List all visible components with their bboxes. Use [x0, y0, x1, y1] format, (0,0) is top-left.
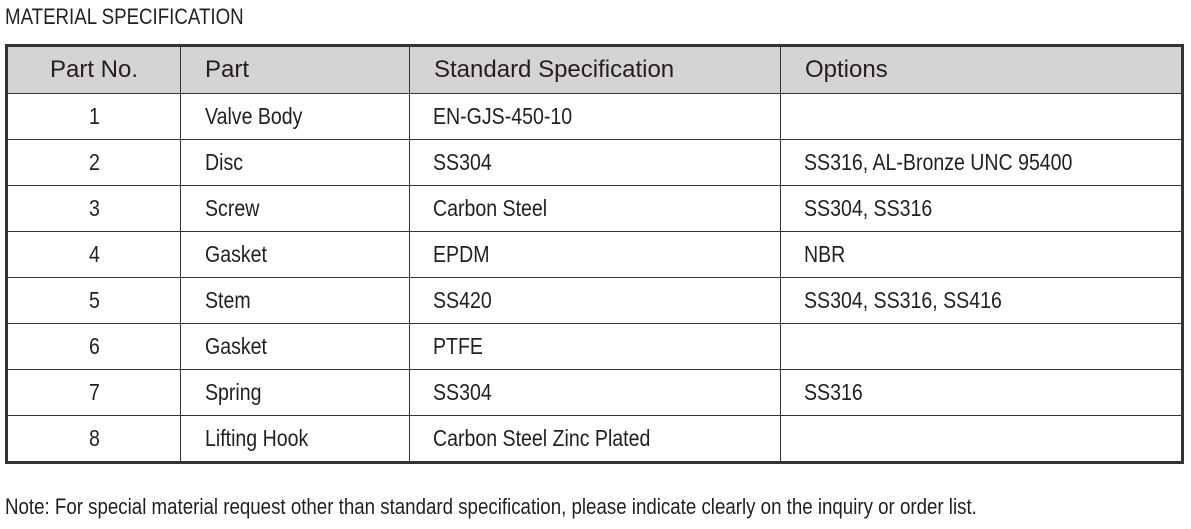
options-cell: SS316, AL-Bronze UNC 95400: [780, 139, 1183, 186]
options-cell: NBR: [780, 231, 1183, 278]
table-row: 6 Gasket PTFE: [6, 323, 1183, 370]
table-header-row: Part No. Part Standard Specification Opt…: [6, 45, 1183, 94]
standard-spec-cell: EN-GJS-450-10: [409, 93, 781, 140]
table-row: 4 Gasket EPDM NBR: [6, 231, 1183, 278]
standard-spec-cell: SS304: [409, 369, 781, 416]
header-part-no: Part No.: [6, 45, 181, 94]
part-no-cell: 5: [6, 277, 181, 324]
table-row: 2 Disc SS304 SS316, AL-Bronze UNC 95400: [6, 139, 1183, 186]
note-text: Note: For special material request other…: [5, 494, 977, 519]
options-cell: SS316: [780, 369, 1183, 416]
part-no-cell: 6: [6, 323, 181, 370]
part-no-cell: 7: [6, 369, 181, 416]
header-standard-spec: Standard Specification: [409, 45, 781, 94]
page-title: MATERIAL SPECIFICATION: [5, 4, 244, 29]
standard-spec-cell: EPDM: [409, 231, 781, 278]
standard-spec-cell: Carbon Steel: [409, 185, 781, 232]
part-cell: Disc: [180, 139, 410, 186]
options-cell: [780, 93, 1183, 140]
part-cell: Spring: [180, 369, 410, 416]
table-row: 1 Valve Body EN-GJS-450-10: [6, 93, 1183, 140]
part-no-cell: 2: [6, 139, 181, 186]
part-cell: Gasket: [180, 231, 410, 278]
options-cell: [780, 323, 1183, 370]
part-no-cell: 8: [6, 415, 181, 463]
standard-spec-cell: PTFE: [409, 323, 781, 370]
options-cell: SS304, SS316, SS416: [780, 277, 1183, 324]
part-no-cell: 4: [6, 231, 181, 278]
table-row: 8 Lifting Hook Carbon Steel Zinc Plated: [6, 415, 1183, 463]
part-no-cell: 3: [6, 185, 181, 232]
options-cell: [780, 415, 1183, 463]
part-cell: Valve Body: [180, 93, 410, 140]
standard-spec-cell: SS304: [409, 139, 781, 186]
part-cell: Gasket: [180, 323, 410, 370]
table-row: 5 Stem SS420 SS304, SS316, SS416: [6, 277, 1183, 324]
table-row: 7 Spring SS304 SS316: [6, 369, 1183, 416]
header-options: Options: [780, 45, 1183, 94]
part-cell: Stem: [180, 277, 410, 324]
standard-spec-cell: SS420: [409, 277, 781, 324]
material-spec-table: Part No. Part Standard Specification Opt…: [5, 44, 1184, 464]
table-row: 3 Screw Carbon Steel SS304, SS316: [6, 185, 1183, 232]
options-cell: SS304, SS316: [780, 185, 1183, 232]
part-no-cell: 1: [6, 93, 181, 140]
part-cell: Screw: [180, 185, 410, 232]
header-part: Part: [180, 45, 410, 94]
part-cell: Lifting Hook: [180, 415, 410, 463]
standard-spec-cell: Carbon Steel Zinc Plated: [409, 415, 781, 463]
